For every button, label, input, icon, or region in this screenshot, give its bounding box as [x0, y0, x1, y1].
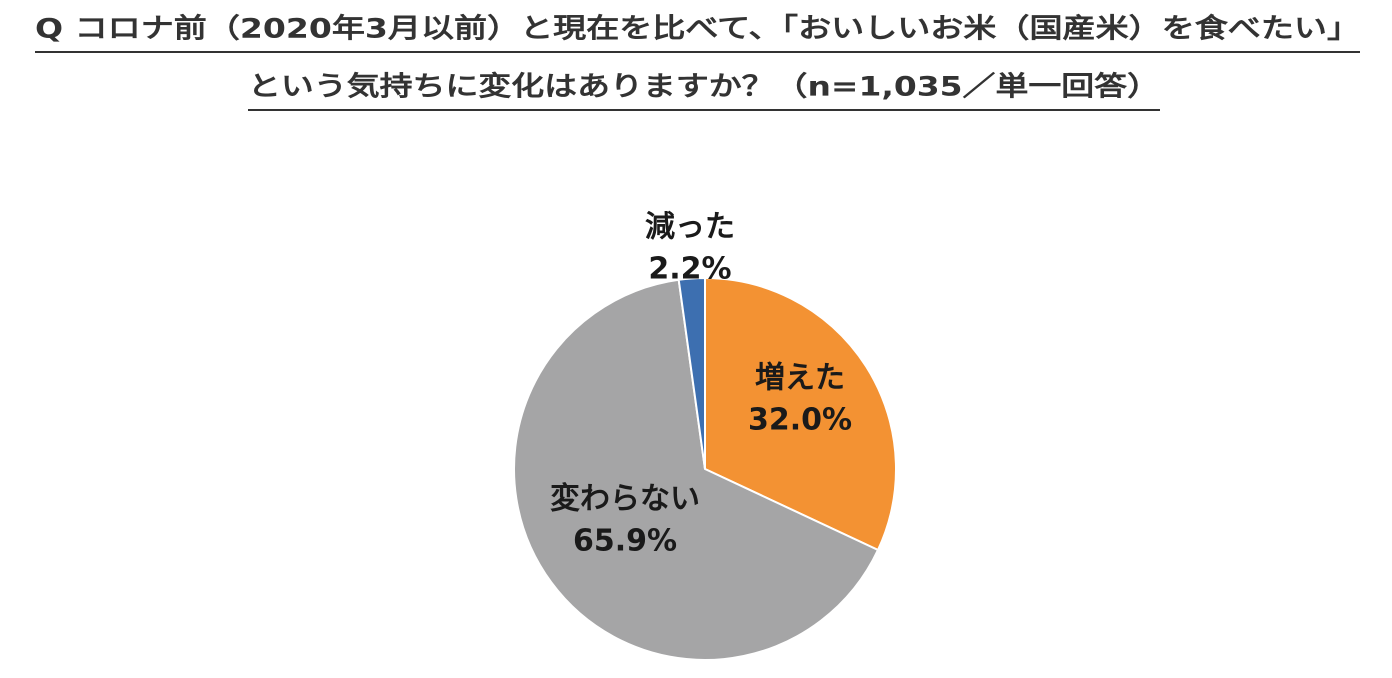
pie-slice	[677, 276, 706, 470]
pie-slice	[513, 278, 880, 661]
slice-label: 減った	[645, 210, 735, 245]
slice-label: 変わらない	[550, 482, 700, 517]
slice-value-label: 32.0%	[748, 403, 852, 438]
slice-value-label: 2.2%	[648, 252, 731, 287]
chart-title: という気持ちに変化はありますか？（n=1,035／単一回答）	[248, 71, 1160, 103]
slice-label: 増えた	[755, 361, 845, 396]
chart-title: Q コロナ前（2020年3月以前）と現在を比べて、「おいしいお米（国産米）を食べ…	[35, 13, 1360, 45]
slice-value-label: 65.9%	[573, 524, 677, 559]
pie-slice	[704, 276, 897, 552]
